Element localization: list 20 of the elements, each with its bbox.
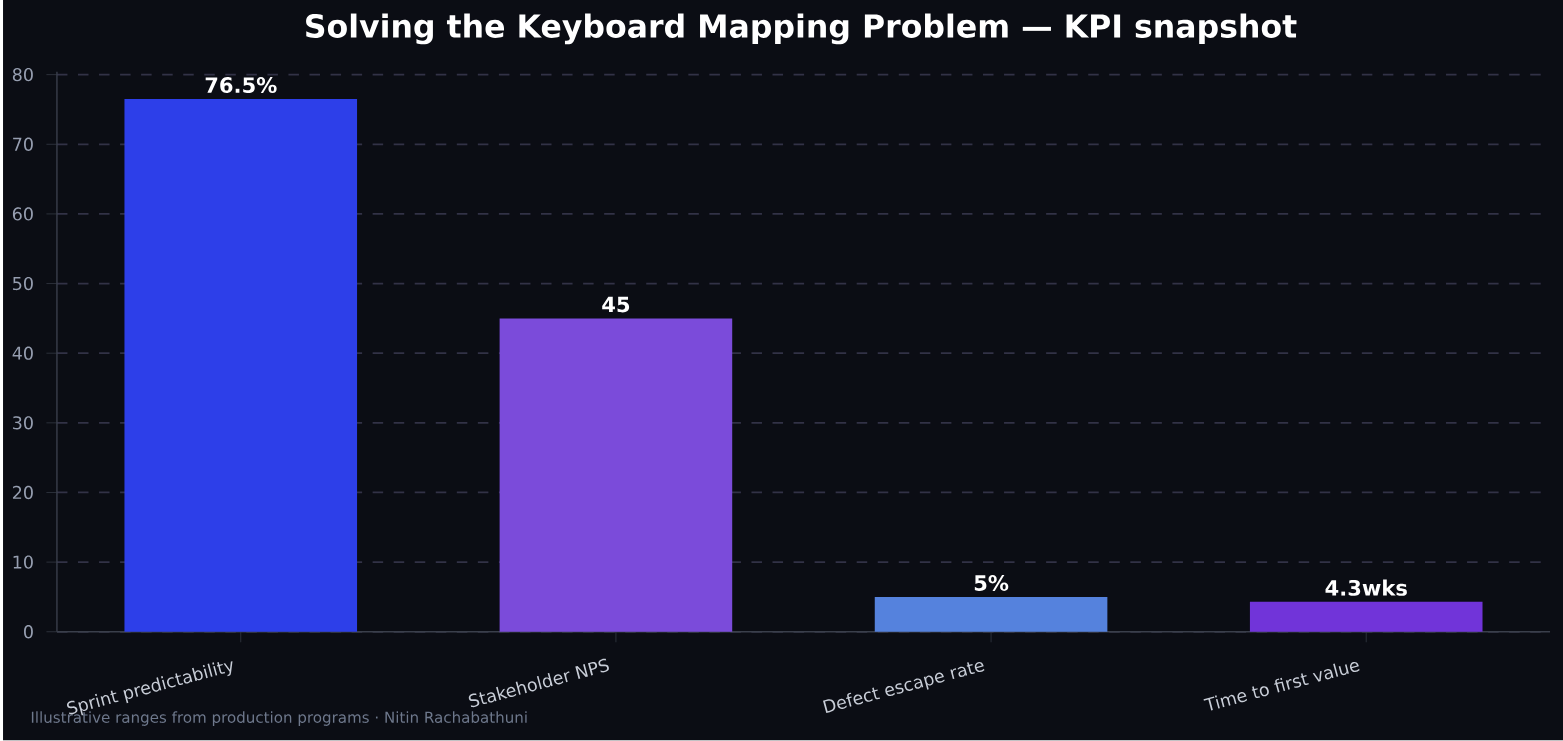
y-tick-label: 20 [12,486,33,500]
y-tick-label: 0 [24,625,33,639]
y-tick-label: 70 [13,137,33,152]
bar [499,318,733,632]
chart-title: Solving the Keyboard Mapping Problem — KPI snapshot [306,13,1297,45]
y-tick-label: 30 [13,416,33,430]
y-tick-label: 10 [13,555,33,569]
y-tick-label: 60 [12,207,33,221]
bar [874,597,1108,632]
y-tick-label: 40 [12,346,33,361]
data-label: 5% [974,575,1009,592]
y-tick-label: 80 [12,68,33,82]
data-label: 76.5% [205,77,277,94]
x-tick-label: Defect escape rate [822,662,985,714]
x-tick-label: Time to first value [1203,662,1360,711]
bar [1249,602,1483,632]
data-label: 45 [602,296,630,313]
bar [124,99,358,632]
y-tick-label: 50 [13,277,33,291]
data-label: 4.3wks [1325,579,1407,597]
